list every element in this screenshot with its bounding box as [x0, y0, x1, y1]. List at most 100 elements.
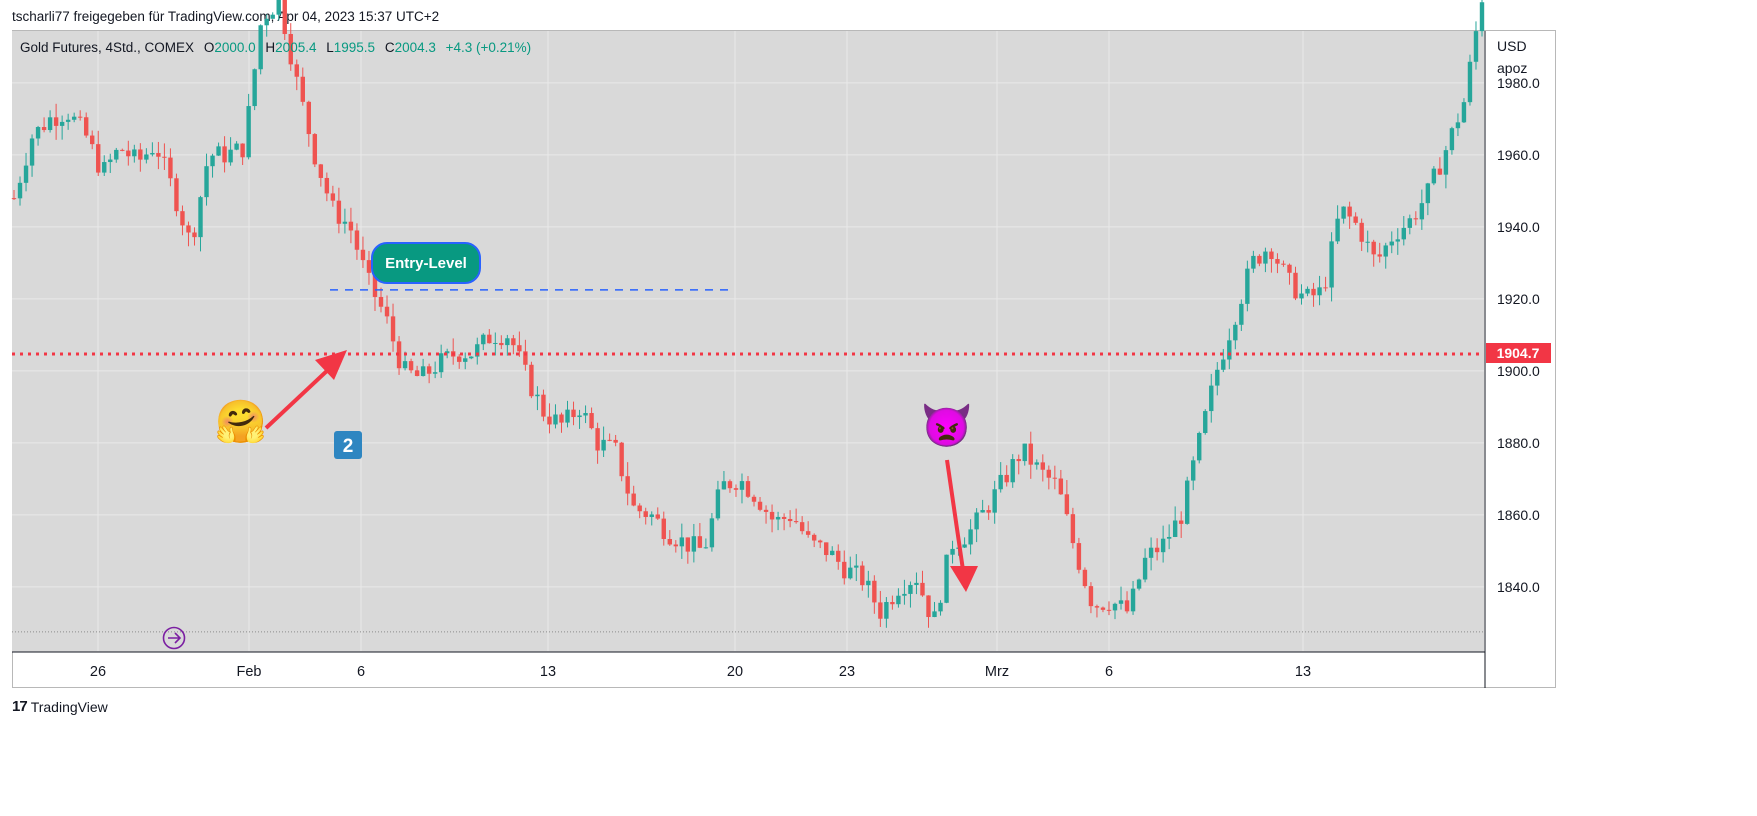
plot-area — [12, 31, 1484, 652]
candle-body — [589, 413, 594, 429]
candle-body — [102, 162, 107, 173]
candle-body — [1130, 588, 1136, 612]
tradingview-brand[interactable]: TradingView — [30, 698, 108, 715]
candle-body — [481, 334, 486, 345]
price-tick-label: 1960.0 — [1497, 147, 1540, 163]
hug-emoji[interactable]: 🤗 — [215, 398, 267, 445]
candle-body — [1148, 547, 1154, 558]
number-badge[interactable] — [334, 431, 362, 459]
candle-body — [71, 116, 77, 120]
candle-body — [174, 178, 179, 212]
candle-body — [204, 166, 209, 198]
candle-body — [1377, 254, 1382, 257]
candle-body — [1040, 462, 1046, 470]
devil-emoji[interactable]: 👿 — [921, 402, 973, 449]
entry-arrow-shaft[interactable] — [264, 366, 332, 430]
candle-body — [11, 198, 17, 200]
candle-body — [1467, 61, 1473, 103]
candle-body — [637, 505, 642, 512]
candle-body — [372, 272, 378, 297]
candle-body — [1323, 287, 1328, 289]
low-arrow-shaft[interactable] — [945, 459, 965, 571]
candle-body — [733, 488, 739, 490]
entry-level-label-box[interactable] — [371, 242, 481, 284]
candle-body — [1437, 168, 1443, 175]
candle-body — [781, 516, 787, 519]
candle-body — [318, 164, 324, 178]
candle-body — [1082, 569, 1088, 587]
candle-body — [1221, 359, 1226, 370]
goto-realtime-icon[interactable] — [162, 626, 186, 650]
candle-body — [216, 146, 221, 156]
high-key: H — [265, 40, 276, 55]
price-tick-label: 1840.0 — [1497, 579, 1540, 595]
candle-body — [884, 602, 889, 619]
candle-body — [1395, 239, 1400, 242]
candle-body — [1172, 520, 1178, 537]
candle-body — [1473, 31, 1479, 62]
candle-body — [210, 155, 215, 167]
candle-body — [631, 493, 636, 506]
candle-body — [120, 149, 125, 151]
candle-body — [83, 117, 89, 136]
candle-body — [162, 156, 167, 158]
price-tick-label: 1860.0 — [1497, 507, 1540, 523]
candle-body — [1106, 609, 1112, 611]
candle-body — [354, 230, 360, 250]
candle-body — [968, 529, 973, 545]
candle-body — [1004, 474, 1009, 483]
candle-body — [475, 344, 480, 357]
candle-body — [992, 489, 997, 513]
candle-body — [878, 602, 883, 619]
candle-body — [607, 439, 612, 441]
candle-body — [252, 69, 257, 107]
symbol-name[interactable]: Gold Futures, 4Std., COMEX — [20, 40, 195, 55]
candle-body — [1347, 206, 1352, 217]
candle-body — [661, 518, 666, 539]
candle-body — [811, 534, 817, 541]
candle-body — [703, 547, 709, 549]
time-axis[interactable]: 26 Feb 6 13 20 23 Mrz 6 13 — [90, 664, 1311, 680]
candle-body — [583, 413, 588, 416]
candle-body — [47, 117, 53, 131]
candle-body — [1449, 128, 1455, 151]
candle-body — [1479, 2, 1485, 32]
candle-body — [420, 366, 426, 377]
candle-body — [793, 521, 799, 523]
candle-body — [709, 518, 715, 548]
candle-body — [294, 64, 299, 77]
candle-body — [1251, 255, 1256, 269]
arrow-right-icon — [168, 632, 182, 644]
candle-body — [727, 481, 733, 489]
price-tick-label: 1940.0 — [1497, 219, 1540, 235]
candle-body — [613, 439, 618, 443]
candle-body — [1455, 122, 1461, 129]
candle-body — [679, 537, 685, 547]
candle-body — [553, 414, 558, 425]
candle-body — [824, 542, 829, 556]
time-tick-label: Feb — [237, 664, 262, 680]
candle-body — [830, 550, 835, 556]
time-tick-label: 20 — [727, 664, 743, 680]
entry-level-label: Entry-Level — [385, 255, 467, 272]
candle-body — [920, 582, 925, 596]
price-axis[interactable]: 1980.0 1960.0 1940.0 1920.0 1900.0 1880.0 1860… — [1497, 75, 1540, 595]
currency-label: USD — [1497, 38, 1527, 54]
candle-body — [1293, 272, 1298, 299]
candle-body — [896, 595, 901, 605]
time-tick-label: Mrz — [985, 664, 1009, 680]
candle-body — [775, 516, 781, 520]
tradingview-logo-icon[interactable]: 17 — [12, 698, 28, 715]
candle-body — [1335, 218, 1340, 242]
candle-body — [1166, 536, 1172, 539]
candle-body — [619, 442, 624, 477]
candle-body — [1419, 203, 1425, 220]
open-value: 2000.0 — [214, 40, 256, 55]
candle-body — [547, 416, 552, 425]
current-price-label: 1904.7 — [1497, 345, 1540, 361]
candle-body — [1112, 603, 1118, 611]
candle-body — [998, 474, 1003, 490]
candle-body — [144, 154, 149, 160]
candle-body — [77, 116, 83, 118]
